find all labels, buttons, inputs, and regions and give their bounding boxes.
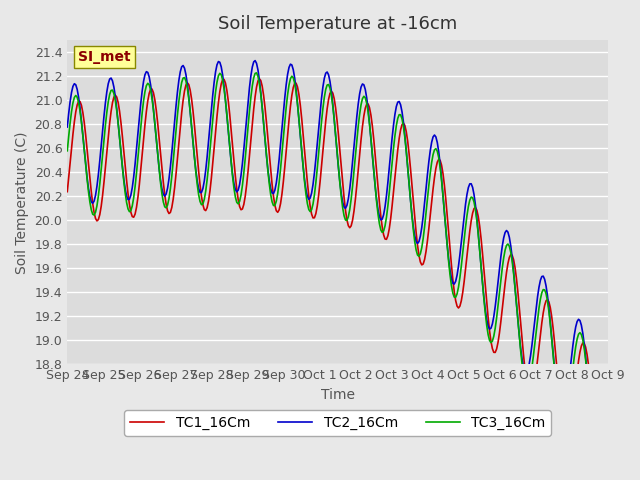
TC2_16Cm <box>604 390 612 396</box>
TC2_16Cm <box>343 203 351 208</box>
Line: TC3_16Cm: TC3_16Cm <box>67 73 608 468</box>
Legend: TC1_16Cm, TC2_16Cm, TC3_16Cm: TC1_16Cm, TC2_16Cm, TC3_16Cm <box>124 410 551 435</box>
TC3_16Cm <box>604 413 612 419</box>
TC2_16Cm <box>63 124 71 130</box>
TC1_16Cm <box>255 76 263 82</box>
Title: Soil Temperature at -16cm: Soil Temperature at -16cm <box>218 15 458 33</box>
TC1_16Cm <box>531 379 539 384</box>
TC3_16Cm <box>253 70 260 76</box>
TC3_16Cm <box>82 162 90 168</box>
Line: TC1_16Cm: TC1_16Cm <box>67 79 608 478</box>
TC3_16Cm <box>63 148 71 154</box>
TC2_16Cm <box>603 402 611 408</box>
Text: SI_met: SI_met <box>78 50 131 64</box>
TC2_16Cm <box>99 128 106 133</box>
TC2_16Cm <box>451 281 458 287</box>
TC1_16Cm <box>343 217 351 223</box>
TC1_16Cm <box>63 189 71 194</box>
TC3_16Cm <box>343 217 351 223</box>
TC1_16Cm <box>82 132 90 138</box>
TC2_16Cm <box>531 318 539 324</box>
TC1_16Cm <box>99 192 106 198</box>
Line: TC2_16Cm: TC2_16Cm <box>67 60 608 455</box>
X-axis label: Time: Time <box>321 388 355 402</box>
TC3_16Cm <box>531 341 539 347</box>
TC1_16Cm <box>604 452 612 458</box>
TC1_16Cm <box>603 462 611 468</box>
TC2_16Cm <box>252 58 259 63</box>
Y-axis label: Soil Temperature (C): Soil Temperature (C) <box>15 131 29 274</box>
TC3_16Cm <box>451 294 458 300</box>
TC2_16Cm <box>82 161 90 167</box>
TC3_16Cm <box>99 152 106 158</box>
TC1_16Cm <box>451 288 458 294</box>
TC2_16Cm <box>595 452 602 458</box>
TC3_16Cm <box>596 465 604 471</box>
TC1_16Cm <box>598 475 606 480</box>
TC3_16Cm <box>603 425 611 431</box>
